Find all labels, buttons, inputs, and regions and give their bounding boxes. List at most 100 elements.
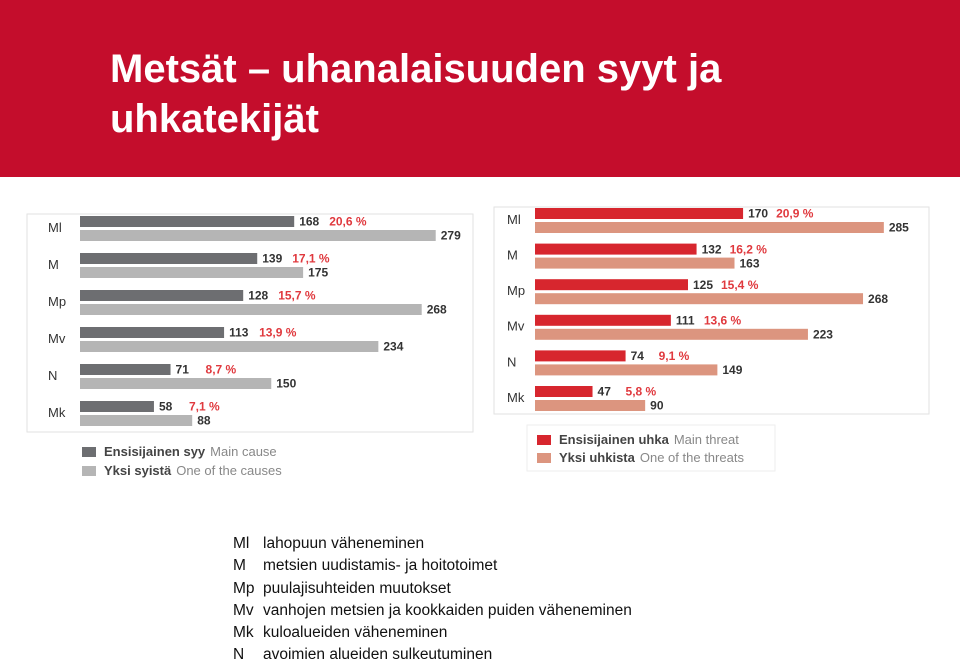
value-label: 132	[702, 242, 722, 256]
share-label: 16,2 %	[730, 242, 768, 256]
value-label: 90	[650, 399, 664, 413]
abbreviation-code: Mp	[233, 579, 255, 597]
abbreviation-text: lahopuun väheneminen	[263, 535, 425, 552]
legend-label: Yksi uhkista One of the threats	[559, 450, 744, 465]
abbreviation-text: metsien uudistamis- ja hoitotoimet	[263, 557, 498, 575]
bar	[80, 267, 304, 278]
legend-name: Ensisijainen syy	[104, 444, 206, 459]
chart-frame	[26, 213, 474, 433]
bar	[535, 222, 884, 233]
abbreviation-text: vanhojen metsien ja kookkaiden puiden vä…	[263, 601, 632, 619]
share-label: 17,1 %	[292, 252, 330, 266]
legend-label: Yksi syistä One of the causes	[104, 463, 282, 478]
value-label: 74	[631, 349, 645, 363]
abbreviation-text: puulajisuhteiden muutokset	[263, 579, 451, 597]
bar	[535, 208, 744, 219]
share-label: 13,6 %	[704, 313, 742, 327]
share-label: 20,6 %	[329, 215, 367, 229]
legend-name: Yksi syistä	[104, 463, 172, 478]
abbreviation-code: N	[233, 646, 245, 664]
value-label: 168	[299, 215, 319, 229]
value-label: 150	[276, 377, 296, 391]
bar	[535, 400, 646, 411]
category-label: M	[507, 248, 518, 263]
bar	[535, 350, 626, 362]
header-band: Metsät – uhanalaisuuden syyt ja uhkateki…	[0, 0, 960, 177]
value-label: 149	[722, 363, 742, 377]
abbreviation-row: Ml lahopuun väheneminen	[233, 533, 632, 555]
value-label: 223	[813, 327, 833, 341]
category-label: Mk	[48, 405, 66, 420]
share-label: 15,7 %	[278, 289, 316, 303]
value-label: 111	[676, 313, 695, 327]
chart-frame	[493, 206, 930, 415]
bar	[535, 364, 718, 376]
category-label: Mp	[507, 283, 525, 298]
value-label: 285	[889, 221, 909, 235]
category-label: Mk	[507, 390, 525, 405]
value-label: 88	[197, 414, 211, 428]
value-label: 268	[868, 292, 888, 306]
legend-label: Ensisijainen syy Main cause	[104, 444, 277, 459]
value-label: 170	[748, 207, 768, 221]
value-label: 279	[441, 229, 461, 243]
bar	[80, 378, 272, 389]
value-label: 234	[383, 340, 403, 354]
share-label: 15,4 %	[721, 278, 759, 292]
value-label: 47	[598, 385, 612, 399]
legend-name: Ensisijainen uhka	[559, 432, 670, 447]
bar	[80, 415, 193, 426]
legend-name: Yksi uhkista	[559, 450, 636, 465]
value-label: 58	[159, 400, 173, 414]
category-label: Mv	[48, 331, 66, 346]
category-label: N	[48, 368, 57, 383]
abbreviation-code: M	[233, 557, 246, 575]
category-label: N	[507, 354, 516, 369]
bar	[80, 364, 171, 375]
bar	[535, 243, 697, 255]
bar	[535, 293, 864, 305]
slide-title: Metsät – uhanalaisuuden syyt ja uhkateki…	[110, 47, 722, 141]
share-label: 7,1 %	[189, 400, 220, 414]
category-label: M	[48, 257, 59, 272]
value-label: 125	[693, 278, 713, 292]
bar	[535, 279, 688, 291]
category-label: Ml	[507, 212, 521, 227]
bar	[80, 216, 295, 227]
bar	[535, 328, 808, 340]
share-label: 13,9 %	[259, 326, 297, 340]
category-label: Mv	[507, 319, 525, 334]
bar	[80, 230, 436, 241]
legend-frame	[526, 424, 776, 472]
value-label: 163	[740, 256, 760, 270]
value-label: 128	[248, 289, 268, 303]
bar	[535, 386, 593, 397]
category-label: Ml	[48, 220, 62, 235]
bar	[80, 401, 154, 412]
value-label: 71	[176, 363, 190, 377]
legend-name-en: One of the threats	[640, 450, 745, 465]
legend-swatch	[82, 466, 96, 476]
bar	[535, 314, 671, 326]
value-label: 139	[262, 252, 282, 266]
legend-name-en: Main cause	[210, 444, 276, 459]
legend-swatch	[537, 435, 551, 445]
abbreviation-row: Mk kuloalueiden väheneminen	[233, 622, 632, 644]
bar	[535, 257, 735, 269]
bar	[80, 253, 258, 264]
abbreviation-code: Ml	[233, 535, 250, 552]
share-label: 9,1 %	[659, 349, 690, 363]
abbreviation-code: Mv	[233, 601, 254, 619]
bar	[80, 290, 244, 301]
legend-name-en: One of the causes	[176, 463, 282, 478]
value-label: 175	[308, 266, 328, 280]
share-label: 8,7 %	[206, 363, 237, 377]
legend-swatch	[82, 447, 96, 457]
bar	[80, 304, 422, 315]
legend-swatch	[537, 453, 551, 463]
